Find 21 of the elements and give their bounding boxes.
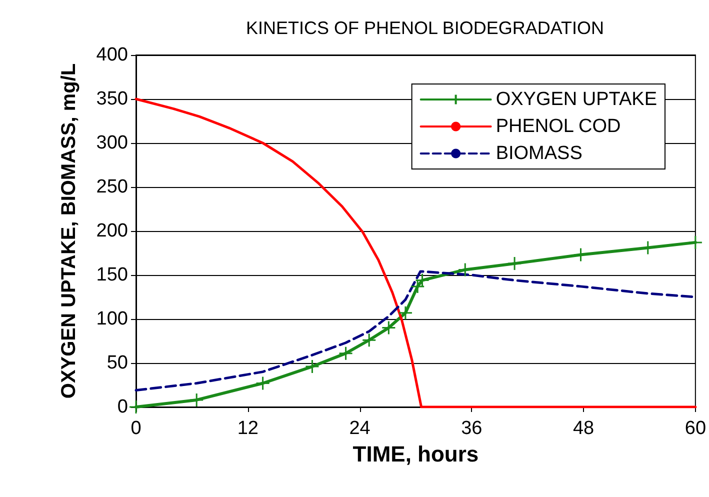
y-tick-label: 300	[96, 132, 128, 154]
y-tick-label: 350	[96, 88, 128, 110]
y-tick-label: 150	[96, 264, 128, 286]
x-tick-label: 12	[237, 418, 258, 439]
x-axis-title: TIME, hours	[352, 441, 479, 466]
y-tick-label: 200	[96, 220, 128, 242]
y-tick-label: 250	[96, 176, 128, 198]
y-tick-label: 100	[96, 308, 128, 330]
x-tick-label: 24	[349, 418, 371, 439]
x-tick-label: 36	[461, 418, 482, 439]
y-tick-label: 0	[117, 396, 128, 418]
y-axis-title: OXYGEN UPTAKE, BIOMASS, mg/L	[58, 63, 80, 399]
legend-label: OXYGEN UPTAKE	[496, 89, 658, 110]
x-tick-label: 0	[130, 418, 142, 439]
chart-title: KINETICS OF PHENOL BIODEGRADATION	[246, 18, 604, 38]
x-tick-label: 60	[684, 418, 706, 439]
x-tick-label: 48	[572, 418, 594, 439]
y-tick-label: 50	[106, 352, 128, 374]
y-tick-label: 400	[96, 44, 128, 66]
legend-label: BIOMASS	[496, 143, 582, 164]
legend-label: PHENOL COD	[496, 116, 621, 137]
